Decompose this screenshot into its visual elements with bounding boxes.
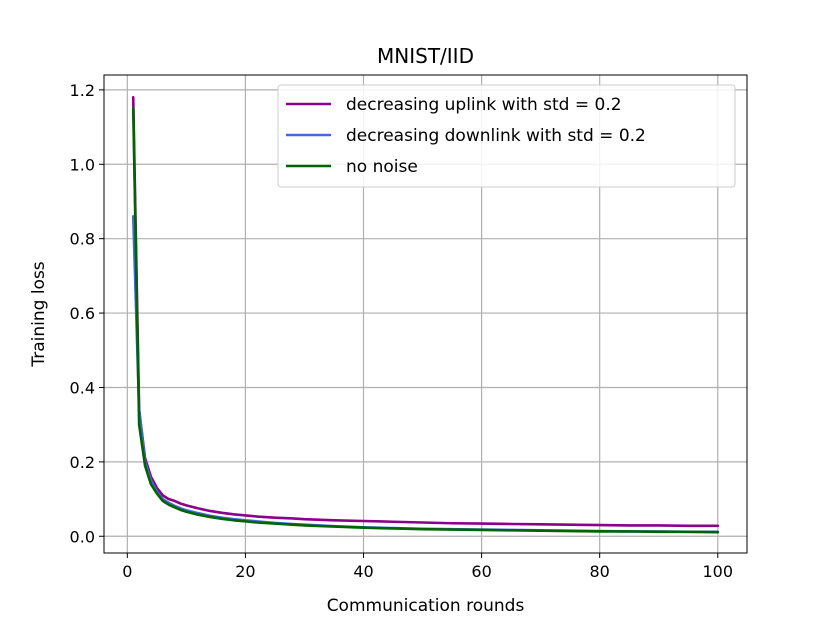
y-axis-label: Training loss xyxy=(29,261,49,367)
y-axis-ticks: 0.0 0.2 0.4 0.6 0.8 1.0 1.2 xyxy=(70,81,104,546)
legend-label-2: no noise xyxy=(346,157,418,177)
legend: decreasing uplink with std = 0.2 decreasi… xyxy=(277,84,736,188)
y-tick-label: 1.2 xyxy=(70,81,95,100)
series-line-0 xyxy=(131,96,720,528)
plot-frame xyxy=(103,74,748,554)
y-tick-label: 0.6 xyxy=(70,304,95,323)
x-tick-label: 100 xyxy=(702,562,733,581)
legend-label-0: decreasing uplink with std = 0.2 xyxy=(346,95,622,115)
x-axis-label: Communication rounds xyxy=(327,596,525,616)
x-tick-label: 0 xyxy=(122,562,132,581)
legend-label-1: decreasing downlink with std = 0.2 xyxy=(346,126,646,146)
series-layer xyxy=(131,96,720,534)
legend-box xyxy=(277,84,736,188)
y-tick-label: 0.2 xyxy=(70,453,95,472)
y-tick-label: 0.8 xyxy=(70,230,95,249)
y-tick-label: 0.4 xyxy=(70,378,95,397)
x-tick-label: 20 xyxy=(235,562,255,581)
chart-title: MNIST/IID xyxy=(377,44,474,68)
y-tick-label: 1.0 xyxy=(70,155,95,174)
x-axis-ticks: 0 20 40 60 80 100 xyxy=(122,553,733,581)
x-tick-label: 60 xyxy=(471,562,491,581)
series-line-2 xyxy=(131,107,720,534)
x-tick-label: 80 xyxy=(590,562,610,581)
x-tick-label: 40 xyxy=(353,562,373,581)
y-tick-label: 0.0 xyxy=(70,527,95,546)
